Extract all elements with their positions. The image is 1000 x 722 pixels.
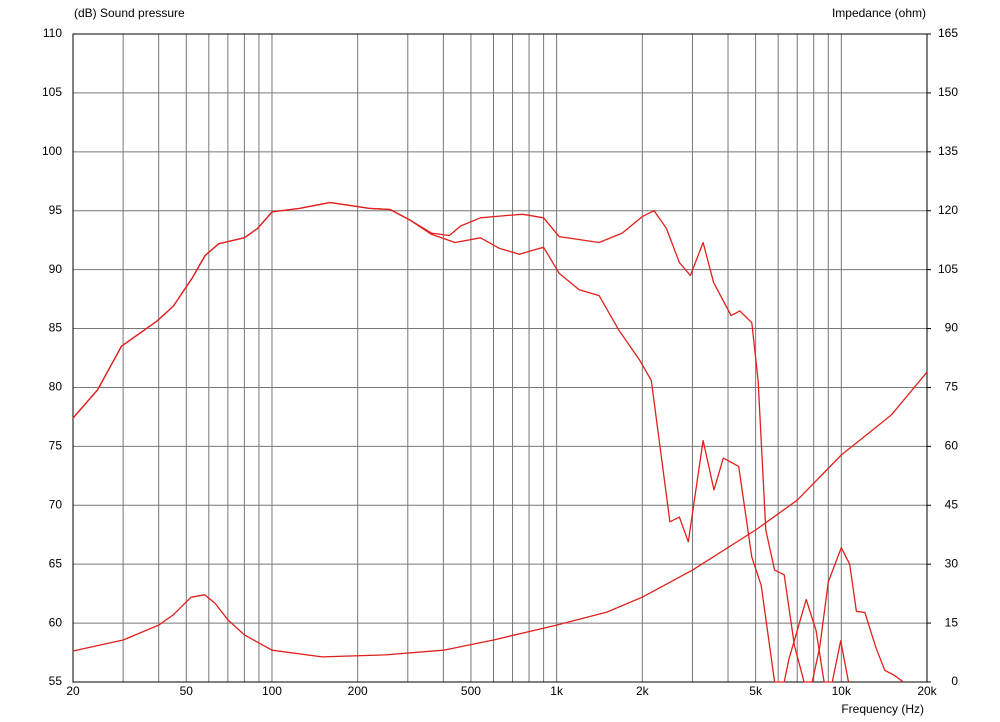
x-tick-label: 100 — [262, 684, 282, 698]
y2-tick-label: 0 — [951, 674, 958, 688]
x-tick-label: 20 — [66, 684, 80, 698]
y-tick-label: 110 — [43, 26, 62, 40]
y2-tick-label: 165 — [938, 26, 958, 40]
y-tick-label: 55 — [49, 674, 63, 688]
y-tick-label: 75 — [49, 439, 63, 453]
x-tick-label: 5k — [749, 684, 763, 698]
x-axis-label: Frequency (Hz) — [841, 702, 924, 716]
y2-tick-label: 45 — [945, 497, 959, 511]
y-tick-label: 100 — [42, 144, 62, 158]
y-axis-label: (dB) Sound pressure — [74, 6, 185, 20]
y-tick-label: 85 — [49, 321, 63, 335]
x-tick-label: 20k — [917, 684, 937, 698]
y2-tick-label: 150 — [938, 85, 958, 99]
y-tick-label: 65 — [49, 556, 63, 570]
data-line — [72, 371, 928, 658]
y-tick-label: 90 — [49, 262, 63, 276]
y-tick-label: 70 — [49, 497, 63, 511]
y2-axis-label: Impedance (ohm) — [832, 6, 926, 20]
y2-tick-label: 15 — [945, 615, 959, 629]
y2-tick-label: 135 — [938, 144, 958, 158]
y2-tick-label: 90 — [945, 321, 959, 335]
x-tick-label: 2k — [636, 684, 650, 698]
y2-tick-label: 30 — [945, 556, 959, 570]
y-tick-label: 60 — [49, 615, 63, 629]
data-line — [72, 201, 850, 683]
y-tick-label: 80 — [49, 380, 63, 394]
y2-tick-label: 75 — [945, 380, 959, 394]
x-tick-label: 200 — [348, 684, 368, 698]
x-tick-label: 10k — [832, 684, 852, 698]
x-tick-label: 1k — [550, 684, 564, 698]
x-tick-label: 500 — [461, 684, 481, 698]
y2-tick-label: 105 — [938, 262, 958, 276]
y-tick-label: 95 — [49, 203, 63, 217]
plot-frame — [72, 33, 928, 683]
y2-tick-label: 60 — [945, 439, 959, 453]
y2-tick-label: 120 — [938, 203, 958, 217]
x-tick-label: 50 — [180, 684, 194, 698]
y-tick-label: 105 — [42, 85, 62, 99]
